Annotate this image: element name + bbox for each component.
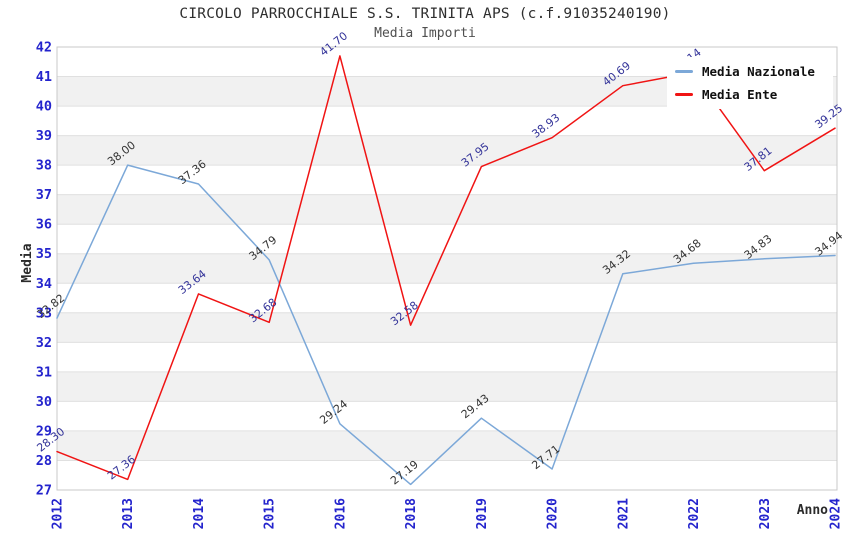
y-tick-label: 30	[36, 394, 52, 410]
plot-band	[57, 312, 837, 343]
x-tick-label: 2024	[829, 498, 844, 529]
legend-label-media-nazionale: Media Nazionale	[702, 64, 815, 79]
legend-label-media-ente: Media Ente	[702, 87, 778, 102]
media-nazionale-line-swatch-icon	[675, 70, 693, 73]
y-tick-label: 29	[36, 423, 52, 439]
plot-band	[57, 135, 837, 166]
x-tick-label: 2023	[758, 498, 773, 529]
chart-subtitle: Media Importi	[374, 26, 476, 41]
x-tick-label: 2018	[404, 498, 419, 529]
plot-band	[57, 194, 837, 225]
point-label: 27.19	[388, 458, 421, 488]
series-line-media-nazionale	[56, 164, 836, 486]
y-tick-label: 27	[36, 483, 52, 499]
media-ente-line-swatch-icon	[675, 93, 693, 96]
x-tick-label: 2019	[475, 498, 490, 529]
y-tick-label: 28	[36, 453, 52, 469]
y-tick-label: 32	[36, 335, 52, 351]
plot-band	[57, 430, 837, 461]
x-tick-label: 2014	[192, 498, 207, 529]
y-tick-label: 40	[36, 99, 52, 115]
y-tick-label: 39	[36, 128, 52, 144]
plot-band	[57, 253, 837, 284]
x-tick-label: 2021	[616, 498, 631, 529]
x-tick-label: 2013	[121, 498, 136, 529]
y-tick-label: 33	[36, 305, 52, 321]
x-tick-label: 2012	[51, 498, 66, 529]
plot-band	[57, 371, 837, 402]
plot-frame	[56, 46, 838, 491]
x-tick-label: 2020	[546, 498, 561, 529]
y-tick-label: 38	[36, 158, 52, 174]
y-tick-label: 37	[36, 187, 52, 203]
y-tick-label: 35	[36, 246, 52, 262]
y-axis-title: Media	[20, 243, 35, 282]
point-label: 41.70	[317, 29, 350, 59]
legend-item-media-nazionale: Media Nazionale	[675, 64, 825, 79]
x-tick-label: 2015	[263, 498, 278, 529]
chart-title: CIRCOLO PARROCCHIALE S.S. TRINITA APS (c…	[179, 6, 671, 22]
x-tick-label: 2022	[687, 498, 702, 529]
y-tick-label: 36	[36, 217, 52, 233]
y-tick-label: 31	[36, 364, 52, 380]
x-tick-label: 2016	[333, 498, 348, 529]
x-axis-title: Anno	[797, 503, 828, 518]
y-tick-label: 34	[36, 276, 52, 292]
y-tick-label: 41	[36, 69, 52, 85]
legend-item-media-ente: Media Ente	[675, 87, 825, 102]
y-tick-label: 42	[36, 40, 52, 56]
chart-legend: Media Nazionale Media Ente	[667, 57, 833, 109]
